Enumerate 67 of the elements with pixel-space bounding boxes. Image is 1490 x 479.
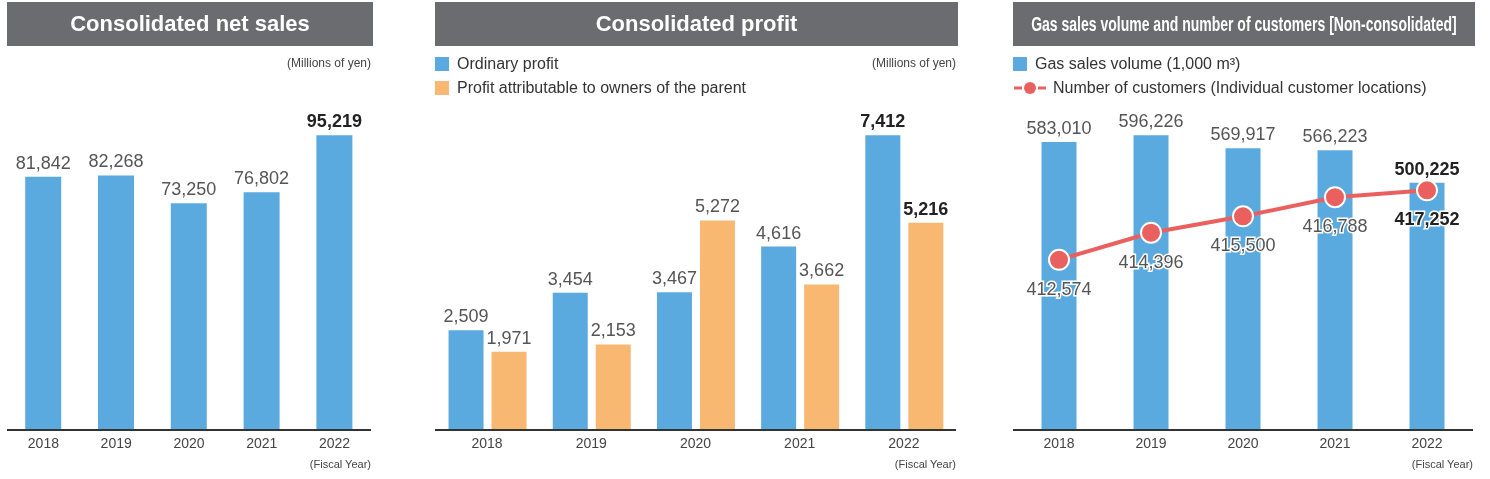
chart-title: Consolidated net sales xyxy=(70,11,310,37)
data-label: 4,616 xyxy=(756,222,802,243)
data-label: 3,454 xyxy=(547,268,593,289)
bar xyxy=(761,246,797,430)
legend-label: Profit attributable to owners of the parent xyxy=(457,78,747,98)
data-label: 95,219 xyxy=(306,111,362,132)
data-label: 5,272 xyxy=(694,196,740,217)
data-label: 583,010 xyxy=(1026,117,1092,138)
data-label: 73,250 xyxy=(161,179,217,200)
bar xyxy=(316,135,353,430)
x-axis-title: (Fiscal Year) xyxy=(309,458,371,470)
bar xyxy=(170,203,207,430)
x-tick-label: 2021 xyxy=(246,434,278,451)
legend-label: Number of customers (Individual customer locations) xyxy=(1053,78,1427,98)
bar xyxy=(656,292,692,430)
y-axis-title: (Millions of yen) xyxy=(286,56,371,70)
point xyxy=(1324,186,1346,209)
data-label: 1,971 xyxy=(486,327,532,348)
data-label: 596,226 xyxy=(1118,111,1184,132)
point xyxy=(1048,248,1070,271)
data-label: 76,802 xyxy=(234,168,290,189)
data-label: 2,509 xyxy=(443,306,489,327)
data-label: 3,662 xyxy=(799,260,845,281)
x-tick-label: 2020 xyxy=(173,434,205,451)
x-tick-label: 2018 xyxy=(471,434,503,451)
data-label: 2,153 xyxy=(590,320,636,341)
x-tick-label: 2019 xyxy=(1135,434,1167,451)
x-tick-label: 2021 xyxy=(784,434,816,451)
x-axis-title: (Fiscal Year) xyxy=(1411,458,1473,470)
x-tick-label: 2018 xyxy=(27,434,60,451)
bar xyxy=(448,330,484,430)
point xyxy=(1140,221,1162,244)
bar xyxy=(699,220,735,430)
x-tick-label: 2022 xyxy=(1411,434,1443,451)
bar xyxy=(98,175,134,430)
legend-label: Gas sales volume (1,000 m³) xyxy=(1035,54,1241,74)
x-tick-label: 2022 xyxy=(319,434,351,451)
data-label: 82,268 xyxy=(88,151,144,172)
legend-label: Ordinary profit xyxy=(457,54,559,74)
y-axis-title: (Millions of yen) xyxy=(871,56,956,70)
bar xyxy=(804,284,840,430)
x-tick-label: 2021 xyxy=(1319,434,1351,451)
x-tick-label: 2020 xyxy=(679,434,712,451)
data-label: 7,412 xyxy=(860,111,906,132)
x-axis-title: (Fiscal Year) xyxy=(894,458,956,470)
bar xyxy=(552,292,588,430)
bar xyxy=(595,344,631,430)
bar xyxy=(865,135,901,430)
bar xyxy=(491,351,527,430)
data-label: 566,223 xyxy=(1302,126,1368,147)
data-label: 5,216 xyxy=(903,198,949,219)
x-tick-label: 2022 xyxy=(888,434,920,451)
bar xyxy=(243,192,280,430)
x-tick-label: 2018 xyxy=(1043,434,1075,451)
x-tick-label: 2019 xyxy=(100,434,132,451)
data-label: 81,842 xyxy=(15,152,71,173)
point xyxy=(1416,179,1438,202)
chart-title: Consolidated profit xyxy=(595,11,798,37)
point xyxy=(1232,205,1254,228)
data-label: 500,225 xyxy=(1394,158,1460,179)
x-tick-label: 2019 xyxy=(575,434,608,451)
bar xyxy=(908,222,944,430)
data-label: 3,467 xyxy=(651,268,697,289)
data-label: 569,917 xyxy=(1210,124,1276,145)
chart-title: Gas sales volume and number of customers [Non-consolidated] xyxy=(1031,12,1457,36)
x-tick-label: 2020 xyxy=(1227,434,1259,451)
bar xyxy=(25,176,62,430)
